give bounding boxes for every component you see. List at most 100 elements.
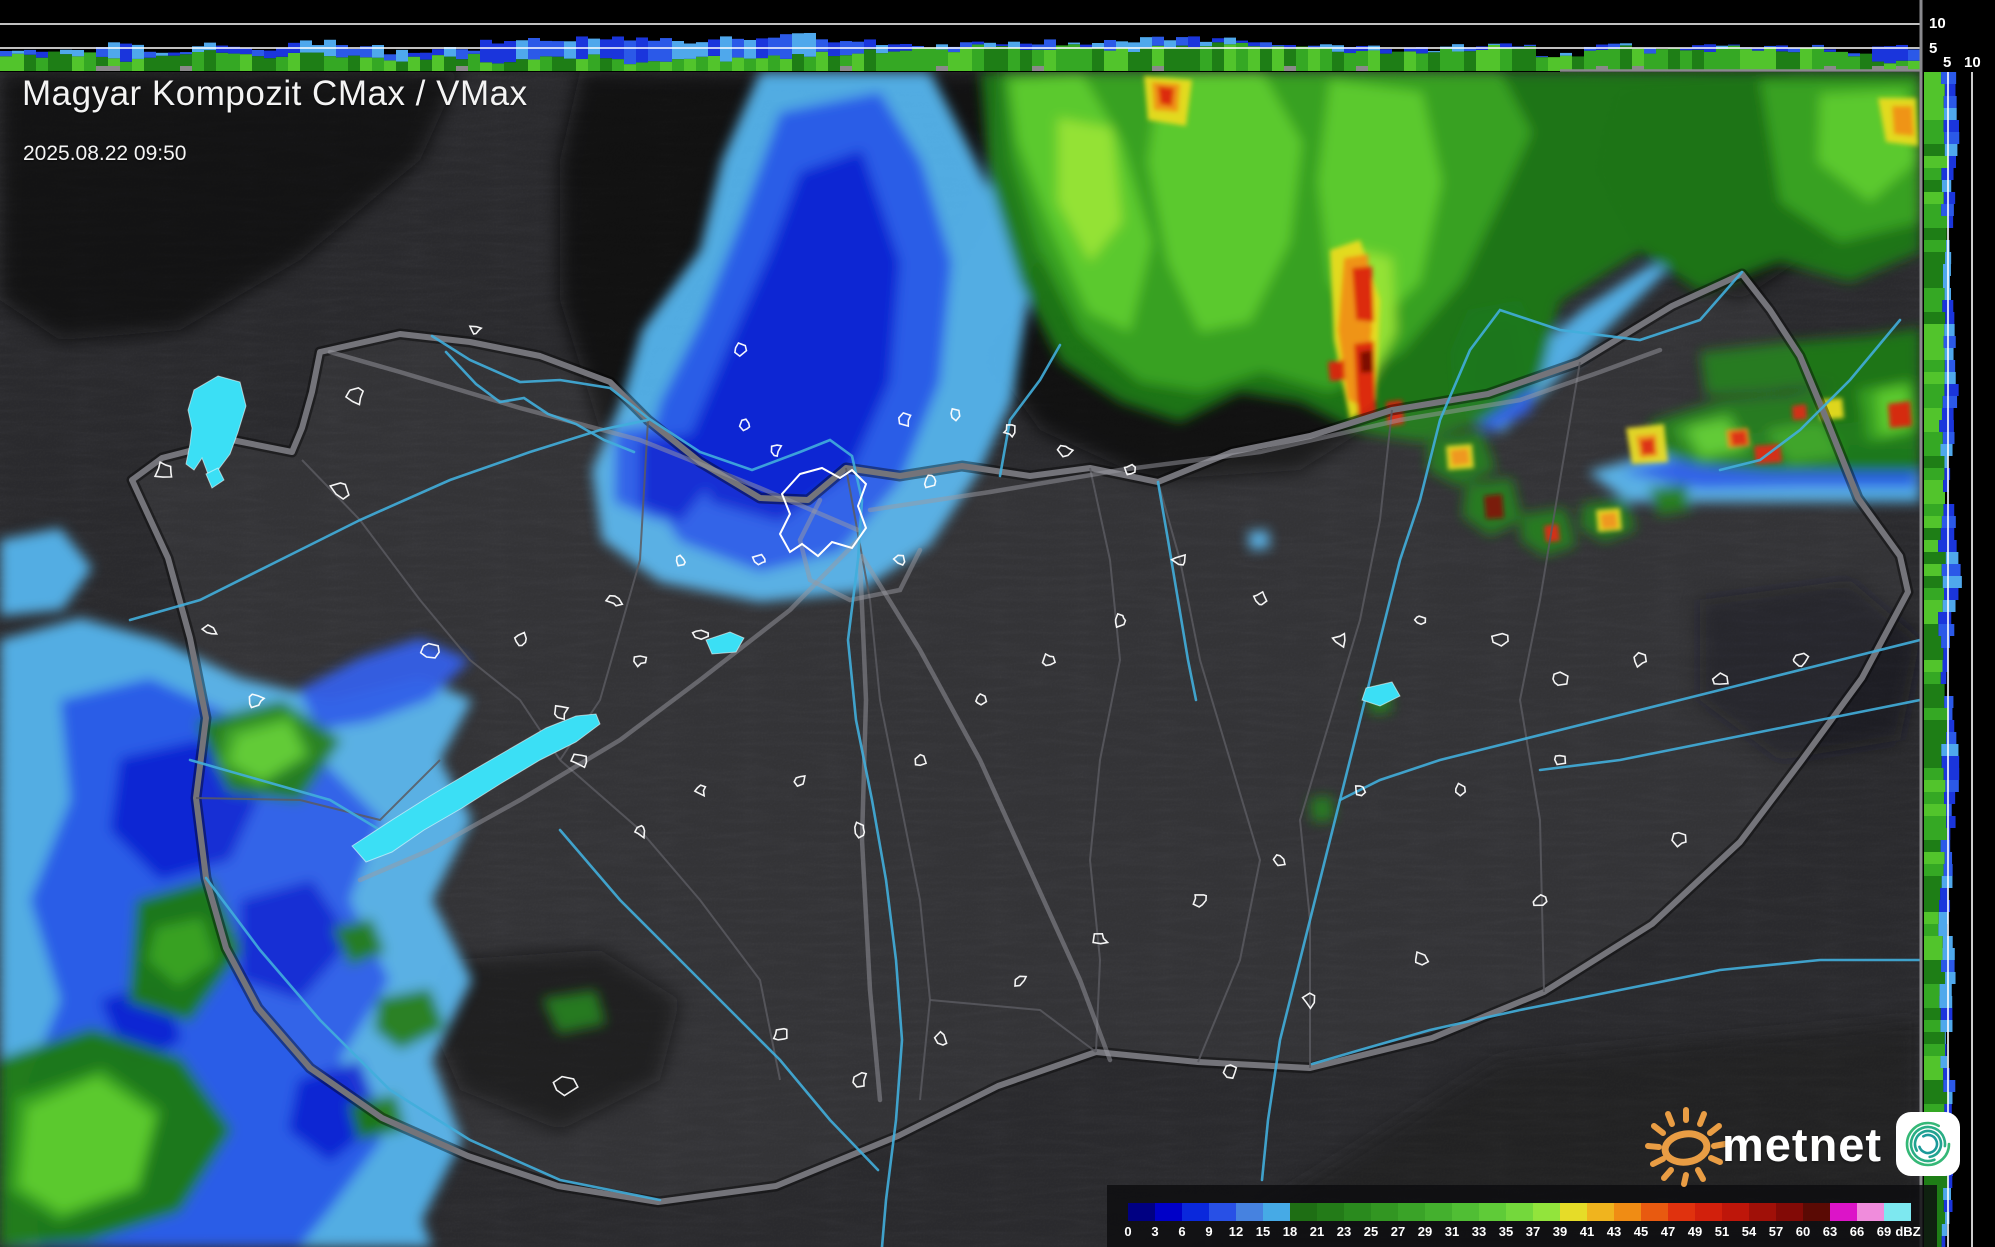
city-outline [1792, 652, 1810, 668]
dbz-color-cell-23 [1344, 1203, 1371, 1221]
city-outline [923, 474, 937, 489]
top-profile-strip [0, 0, 1921, 72]
city-outline [552, 1075, 579, 1097]
motorway [797, 497, 923, 603]
dbz-tick-label: 49 [1687, 1224, 1703, 1239]
city-outline [770, 444, 783, 457]
river [444, 350, 636, 454]
city-outline [974, 692, 988, 706]
lake [205, 467, 225, 489]
dbz-color-cell-51 [1722, 1203, 1749, 1221]
dbz-tick-label: 69 [1876, 1224, 1892, 1239]
dbz-color-cell-18 [1290, 1203, 1317, 1221]
dbz-tick-label: 54 [1741, 1224, 1757, 1239]
city-outline [569, 753, 588, 769]
county-border [559, 759, 781, 1081]
lake [185, 375, 247, 475]
river [204, 876, 662, 1202]
dbz-color-cell-21 [1317, 1203, 1344, 1221]
city-outline [1301, 992, 1316, 1010]
river [128, 418, 650, 622]
right-strip-axis-label-10: 10 [1964, 54, 1981, 71]
dbz-tick-label: 23 [1336, 1224, 1352, 1239]
city-outline [1414, 950, 1430, 966]
county-border [301, 459, 561, 761]
city-outline [1056, 444, 1075, 458]
city-outline [751, 553, 766, 566]
motorway [857, 557, 883, 1103]
dbz-tick-label: 31 [1444, 1224, 1460, 1239]
river [430, 334, 904, 1247]
city-outline [1532, 893, 1548, 907]
page-title: Magyar Kompozit CMax / VMax [22, 74, 528, 113]
river [1718, 318, 1902, 472]
city-outline [933, 1030, 948, 1046]
city-outline [892, 554, 906, 567]
lake [1361, 681, 1401, 707]
dbz-tick-label: 12 [1228, 1224, 1244, 1239]
city-outline [604, 594, 624, 607]
dbz-color-cell-49 [1695, 1203, 1722, 1221]
dbz-tick-label: 39 [1552, 1224, 1568, 1239]
dbz-tick-label: 41 [1579, 1224, 1595, 1239]
dbz-tick-label: 60 [1795, 1224, 1811, 1239]
city-outline [691, 629, 710, 641]
dbz-color-cell-37 [1533, 1203, 1560, 1221]
dbz-color-cell-54 [1749, 1203, 1776, 1221]
motorway [867, 347, 1663, 513]
river [1538, 698, 1922, 772]
river [1338, 638, 1922, 802]
city-outline [1114, 612, 1127, 629]
dbz-tick-label: 47 [1660, 1224, 1676, 1239]
right-strip-axis-label-5: 5 [1943, 54, 1952, 71]
sun-icon [1645, 1107, 1728, 1187]
county-border [1088, 467, 1122, 1053]
dbz-legend: 0 3 6 9 12 15 18 21 23 25 27 29 31 33 35 37 39 41 43 45 47 49… [1107, 1185, 1937, 1247]
motorway [357, 537, 861, 883]
dbz-color-cell-39 [1560, 1203, 1587, 1221]
city-outline [1222, 1064, 1238, 1080]
city-outline [1014, 975, 1028, 987]
dbz-color-cell-25 [1371, 1203, 1398, 1221]
dbz-tick-label: 15 [1255, 1224, 1271, 1239]
river [558, 828, 880, 1172]
city-outline [1454, 782, 1467, 797]
logo-text: metnet [1722, 1117, 1883, 1171]
city-outline [1331, 632, 1346, 649]
dbz-tick-label: 33 [1471, 1224, 1487, 1239]
dbz-color-cell-43 [1614, 1203, 1641, 1221]
city-outline [633, 655, 648, 668]
city-outline [1092, 933, 1110, 945]
dbz-tick-label: 21 [1309, 1224, 1325, 1239]
top-strip-axis-label-10: 10 [1929, 15, 1946, 32]
dbz-color-cell-33 [1479, 1203, 1506, 1221]
dbz-tick-label: 0 [1124, 1224, 1132, 1239]
dbz-color-cell-69 [1884, 1203, 1911, 1221]
dbz-tick-label: 9 [1205, 1224, 1213, 1239]
dbz-tick-label: 57 [1768, 1224, 1784, 1239]
top-strip-axis-label-5: 5 [1929, 40, 1938, 57]
city-outline [1633, 651, 1648, 669]
dbz-tick-label: 25 [1363, 1224, 1379, 1239]
dbz-tick-label: 51 [1714, 1224, 1730, 1239]
dbz-color-cell-27 [1398, 1203, 1425, 1221]
dbz-tick-label: 6 [1178, 1224, 1186, 1239]
timestamp: 2025.08.22 09:50 [23, 142, 187, 165]
city-outline [1711, 672, 1729, 685]
city-outline [1170, 553, 1186, 566]
dbz-color-cell-41 [1587, 1203, 1614, 1221]
city-outline [852, 1071, 868, 1088]
city-outline [914, 753, 928, 767]
city-outline [633, 824, 646, 840]
dbz-color-cell-47 [1668, 1203, 1695, 1221]
city-outline [793, 775, 806, 788]
city-outline [897, 411, 912, 428]
county-border [1157, 481, 1262, 1063]
city-outline [1413, 615, 1427, 626]
city-outline [675, 554, 687, 567]
city-outline [1552, 671, 1569, 687]
dbz-tick-label: 27 [1390, 1224, 1406, 1239]
precipitation-cores [1144, 76, 1918, 542]
